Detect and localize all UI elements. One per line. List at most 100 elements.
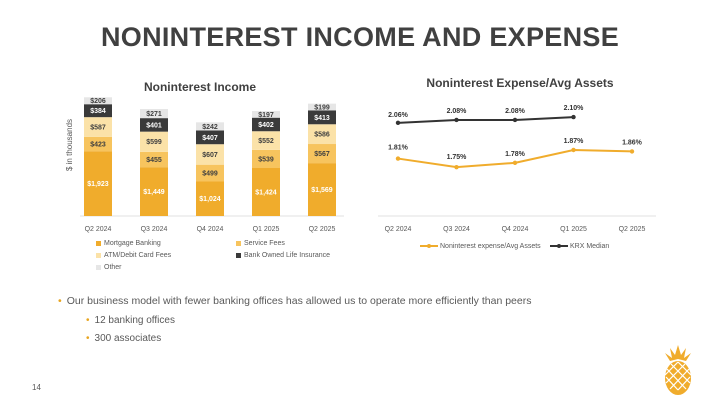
income-legend-item: ATM/Debit Card Fees <box>96 252 171 259</box>
income-bar-label: $1,569 <box>311 187 333 194</box>
income-bar-segment <box>84 151 112 216</box>
income-bar-label: $206 <box>90 98 106 105</box>
income-bar-label: $499 <box>202 171 218 178</box>
legend-swatch <box>96 240 101 246</box>
income-bar-label: $384 <box>90 108 106 115</box>
expense-x-tick: Q2 2024 <box>385 226 412 233</box>
income-bar-segment <box>252 111 280 118</box>
legend-label: KRX Median <box>570 243 610 250</box>
income-bar-label: $599 <box>146 139 162 146</box>
income-bar-segment <box>252 149 280 169</box>
income-bar-label: $271 <box>146 111 162 118</box>
income-x-tick: Q2 2024 <box>85 226 112 233</box>
income-legend-item: Service Fees <box>236 240 285 247</box>
income-bar-segment <box>84 136 112 152</box>
income-bar-segment <box>84 117 112 137</box>
income-bar-segment <box>196 144 224 165</box>
income-legend-item: Other <box>96 264 122 271</box>
expense-data-label: 2.10% <box>564 105 585 112</box>
expense-data-label: 2.08% <box>505 108 526 115</box>
income-bar-segment <box>140 118 168 132</box>
expense-x-tick: Q2 2025 <box>619 226 646 233</box>
expense-chart-title: Noninterest Expense/Avg Assets <box>426 76 614 90</box>
legend-label: ATM/Debit Card Fees <box>104 252 172 259</box>
legend-label: Service Fees <box>244 240 285 247</box>
income-bar-label: $197 <box>258 112 274 119</box>
income-bar-label: $567 <box>314 151 330 158</box>
expense-x-tick: Q4 2024 <box>502 226 529 233</box>
legend-swatch <box>236 252 241 258</box>
income-bar-label: $401 <box>146 122 162 129</box>
income-legend-item: Bank Owned Life Insurance <box>236 252 330 259</box>
bullet-dot: • <box>86 333 90 344</box>
income-bar-label: $1,024 <box>199 196 221 203</box>
expense-point <box>571 147 576 153</box>
income-bar-segment <box>252 131 280 150</box>
expense-point <box>629 149 635 154</box>
income-bar-label: $552 <box>258 138 274 145</box>
income-bar-label: $242 <box>202 124 218 131</box>
expense-legend-item: Noninterest expense/Avg Assets <box>420 243 541 250</box>
income-x-tick: Q3 2024 <box>141 226 168 233</box>
legend-label: Other <box>104 264 122 271</box>
legend-label: Mortgage Banking <box>104 240 161 247</box>
income-bar-label: $607 <box>202 152 218 159</box>
bullet-dot: • <box>58 295 62 307</box>
pineapple-icon <box>664 345 692 395</box>
income-bar-label: $413 <box>314 115 330 122</box>
expense-legend-item: KRX Median <box>550 243 609 250</box>
bullet-text: Our business model with fewer banking of… <box>66 295 532 307</box>
bullet-item: • Our business model with fewer banking o… <box>58 295 531 307</box>
income-bar-segment <box>84 104 112 118</box>
expense-point <box>395 156 401 161</box>
bullet-item: • 12 banking offices <box>86 315 175 326</box>
income-bar-label: $199 <box>314 104 330 111</box>
bullet-text: 300 associates <box>94 333 162 344</box>
income-legend-item: Mortgage Banking <box>96 240 161 247</box>
income-bar-label: $586 <box>314 132 330 139</box>
legend-label: Bank Owned Life Insurance <box>244 252 330 259</box>
income-bar-segment <box>196 130 224 145</box>
bullet-text: 12 banking offices <box>94 315 175 326</box>
income-bar-label: $402 <box>258 122 274 129</box>
income-bar-segment <box>196 181 224 216</box>
expense-x-tick: Q1 2025 <box>560 226 587 233</box>
income-bar-segment <box>308 103 336 111</box>
expense-data-label: 1.87% <box>564 138 585 145</box>
bullet-dot: • <box>86 315 90 326</box>
income-bar-segment <box>84 97 112 105</box>
income-bar-label: $1,449 <box>143 189 165 196</box>
income-bar-label: $539 <box>258 156 274 163</box>
income-chart-title: Noninterest Income <box>143 80 257 94</box>
expense-point <box>454 117 459 123</box>
income-bar-segment <box>196 122 224 131</box>
income-bar-segment <box>196 164 224 182</box>
legend-swatch <box>96 264 101 270</box>
income-bar-segment <box>140 151 168 168</box>
legend-line-swatch <box>550 244 568 249</box>
expense-data-label: 1.75% <box>447 154 468 161</box>
legend-label: Noninterest expense/Avg Assets <box>440 243 541 250</box>
income-bar-segment <box>140 131 168 152</box>
income-bar-segment <box>140 167 168 216</box>
income-bar-label: $1,424 <box>255 190 277 197</box>
income-x-tick: Q1 2025 <box>253 226 280 233</box>
income-bar-label: $587 <box>90 125 106 132</box>
income-x-tick: Q2 2025 <box>309 226 336 233</box>
bullet-item: • 300 associates <box>86 333 161 344</box>
income-bar-segment <box>252 168 280 216</box>
expense-data-label: 2.06% <box>388 112 409 119</box>
expense-point <box>454 164 459 170</box>
expense-point <box>512 117 518 123</box>
legend-line-swatch <box>420 244 438 249</box>
income-bar-label: $455 <box>146 157 162 164</box>
legend-swatch <box>96 252 101 258</box>
income-bar-segment <box>140 109 168 119</box>
expense-point <box>512 160 518 166</box>
income-bar-segment <box>308 110 336 125</box>
income-bar-segment <box>308 144 336 164</box>
slide-title: NONINTEREST INCOME AND EXPENSE <box>100 22 620 52</box>
legend-swatch <box>236 240 241 246</box>
income-bar-segment <box>308 124 336 145</box>
